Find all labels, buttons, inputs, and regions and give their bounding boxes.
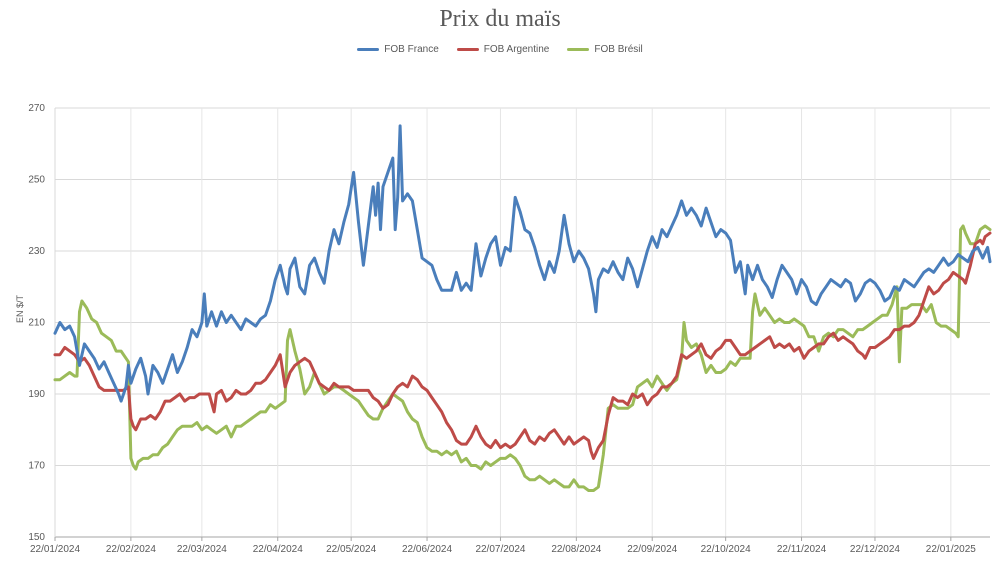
legend-item-bresil: FOB Brésil	[567, 44, 643, 55]
x-tick-label: 22/02/2024	[106, 544, 156, 555]
x-tick-label: 22/10/2024	[701, 544, 751, 555]
x-tick-label: 22/08/2024	[551, 544, 601, 555]
x-tick-label: 22/06/2024	[402, 544, 452, 555]
x-tick-label: 22/05/2024	[326, 544, 376, 555]
x-tick-label: 22/01/2024	[30, 544, 80, 555]
x-tick-label: 22/03/2024	[177, 544, 227, 555]
x-tick-label: 22/07/2024	[475, 544, 525, 555]
y-tick-label: 250	[28, 175, 45, 186]
legend-swatch-bresil	[567, 48, 590, 51]
series-line-fob-france	[53, 124, 992, 403]
x-tick-label: 22/11/2024	[777, 544, 827, 555]
axes: 150 170 190 210 230 250 270 22/01/2024 22/02/202…	[28, 103, 990, 555]
y-tick-label: 170	[28, 461, 45, 472]
x-tick-label: 22/09/2024	[627, 544, 677, 555]
y-tick-label: 190	[28, 389, 45, 400]
x-tick-label: 22/12/2024	[850, 544, 900, 555]
x-tick-label: 22/04/2024	[253, 544, 303, 555]
y-tick-label: 270	[28, 103, 45, 114]
series-line-fob-argentine	[53, 231, 992, 460]
chart-legend: FOB France FOB Argentine FOB Brésil	[0, 44, 1000, 55]
legend-swatch-france	[357, 48, 380, 51]
series-lines	[53, 124, 992, 492]
legend-label-argentine: FOB Argentine	[483, 44, 550, 55]
y-axis-label: EN $/T	[15, 294, 25, 323]
y-tick-label: 210	[28, 318, 45, 329]
legend-label-france: FOB France	[384, 44, 439, 55]
legend-item-argentine: FOB Argentine	[456, 44, 550, 55]
x-tick-label: 22/01/2025	[926, 544, 976, 555]
legend-swatch-argentine	[456, 48, 479, 51]
y-tick-label: 150	[28, 532, 45, 543]
series-line-fob-br-sil	[53, 224, 992, 492]
chart-title: Prix du maïs	[439, 6, 561, 32]
legend-item-france: FOB France	[357, 44, 439, 55]
legend-label-bresil: FOB Brésil	[594, 44, 643, 55]
y-tick-label: 230	[28, 246, 45, 257]
